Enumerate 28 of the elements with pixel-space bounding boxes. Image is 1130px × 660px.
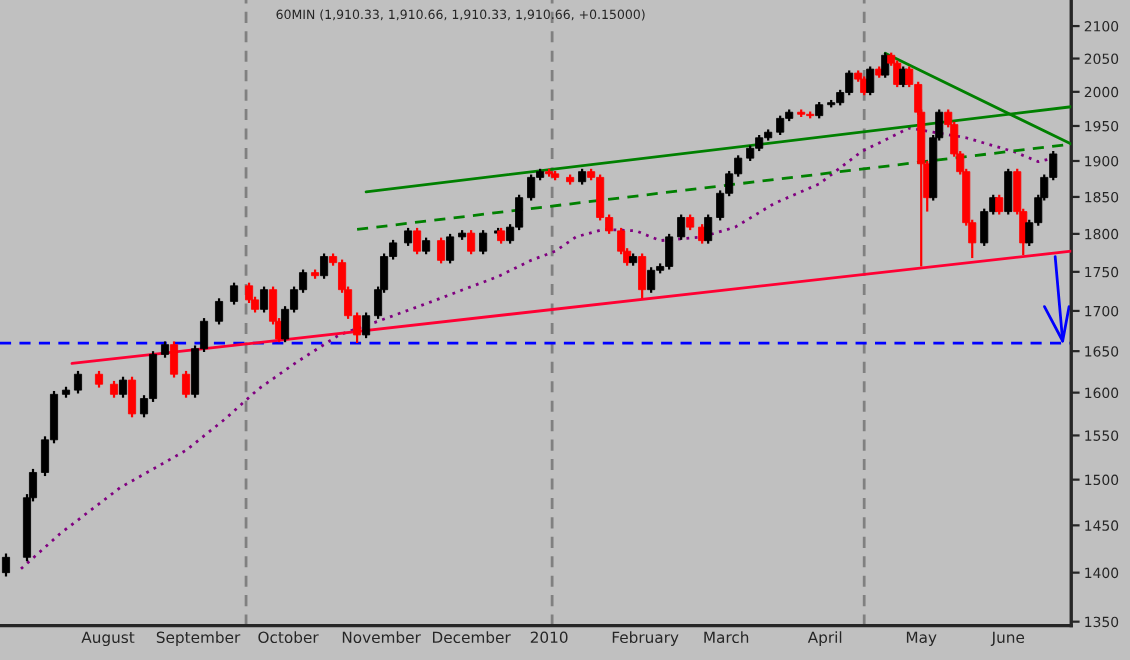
candlestick [638,252,647,300]
candlestick [170,340,179,379]
candlestick [320,252,329,280]
candlestick [995,193,1004,216]
candlestick [467,229,476,256]
candlestick [74,369,83,395]
candlestick [647,266,656,294]
candlestick [527,173,536,202]
candlestick [776,114,785,137]
candlestick [1004,167,1013,216]
candlestick [245,281,254,305]
candlestick [260,285,269,314]
candlestick [404,226,413,248]
candlestick [866,65,875,97]
candlestick [182,369,191,399]
candlestick [479,229,488,256]
candlestick [881,51,890,79]
candlestick [437,236,446,265]
candlestick [704,213,713,245]
candlestick [413,226,422,256]
candlestick [119,375,128,399]
candlestick [446,232,455,265]
candlestick [677,213,686,241]
candlestick [362,311,371,340]
candlestick [128,375,137,419]
candlestick [1,552,11,578]
candlestick [215,297,224,326]
candlestick [230,281,239,306]
